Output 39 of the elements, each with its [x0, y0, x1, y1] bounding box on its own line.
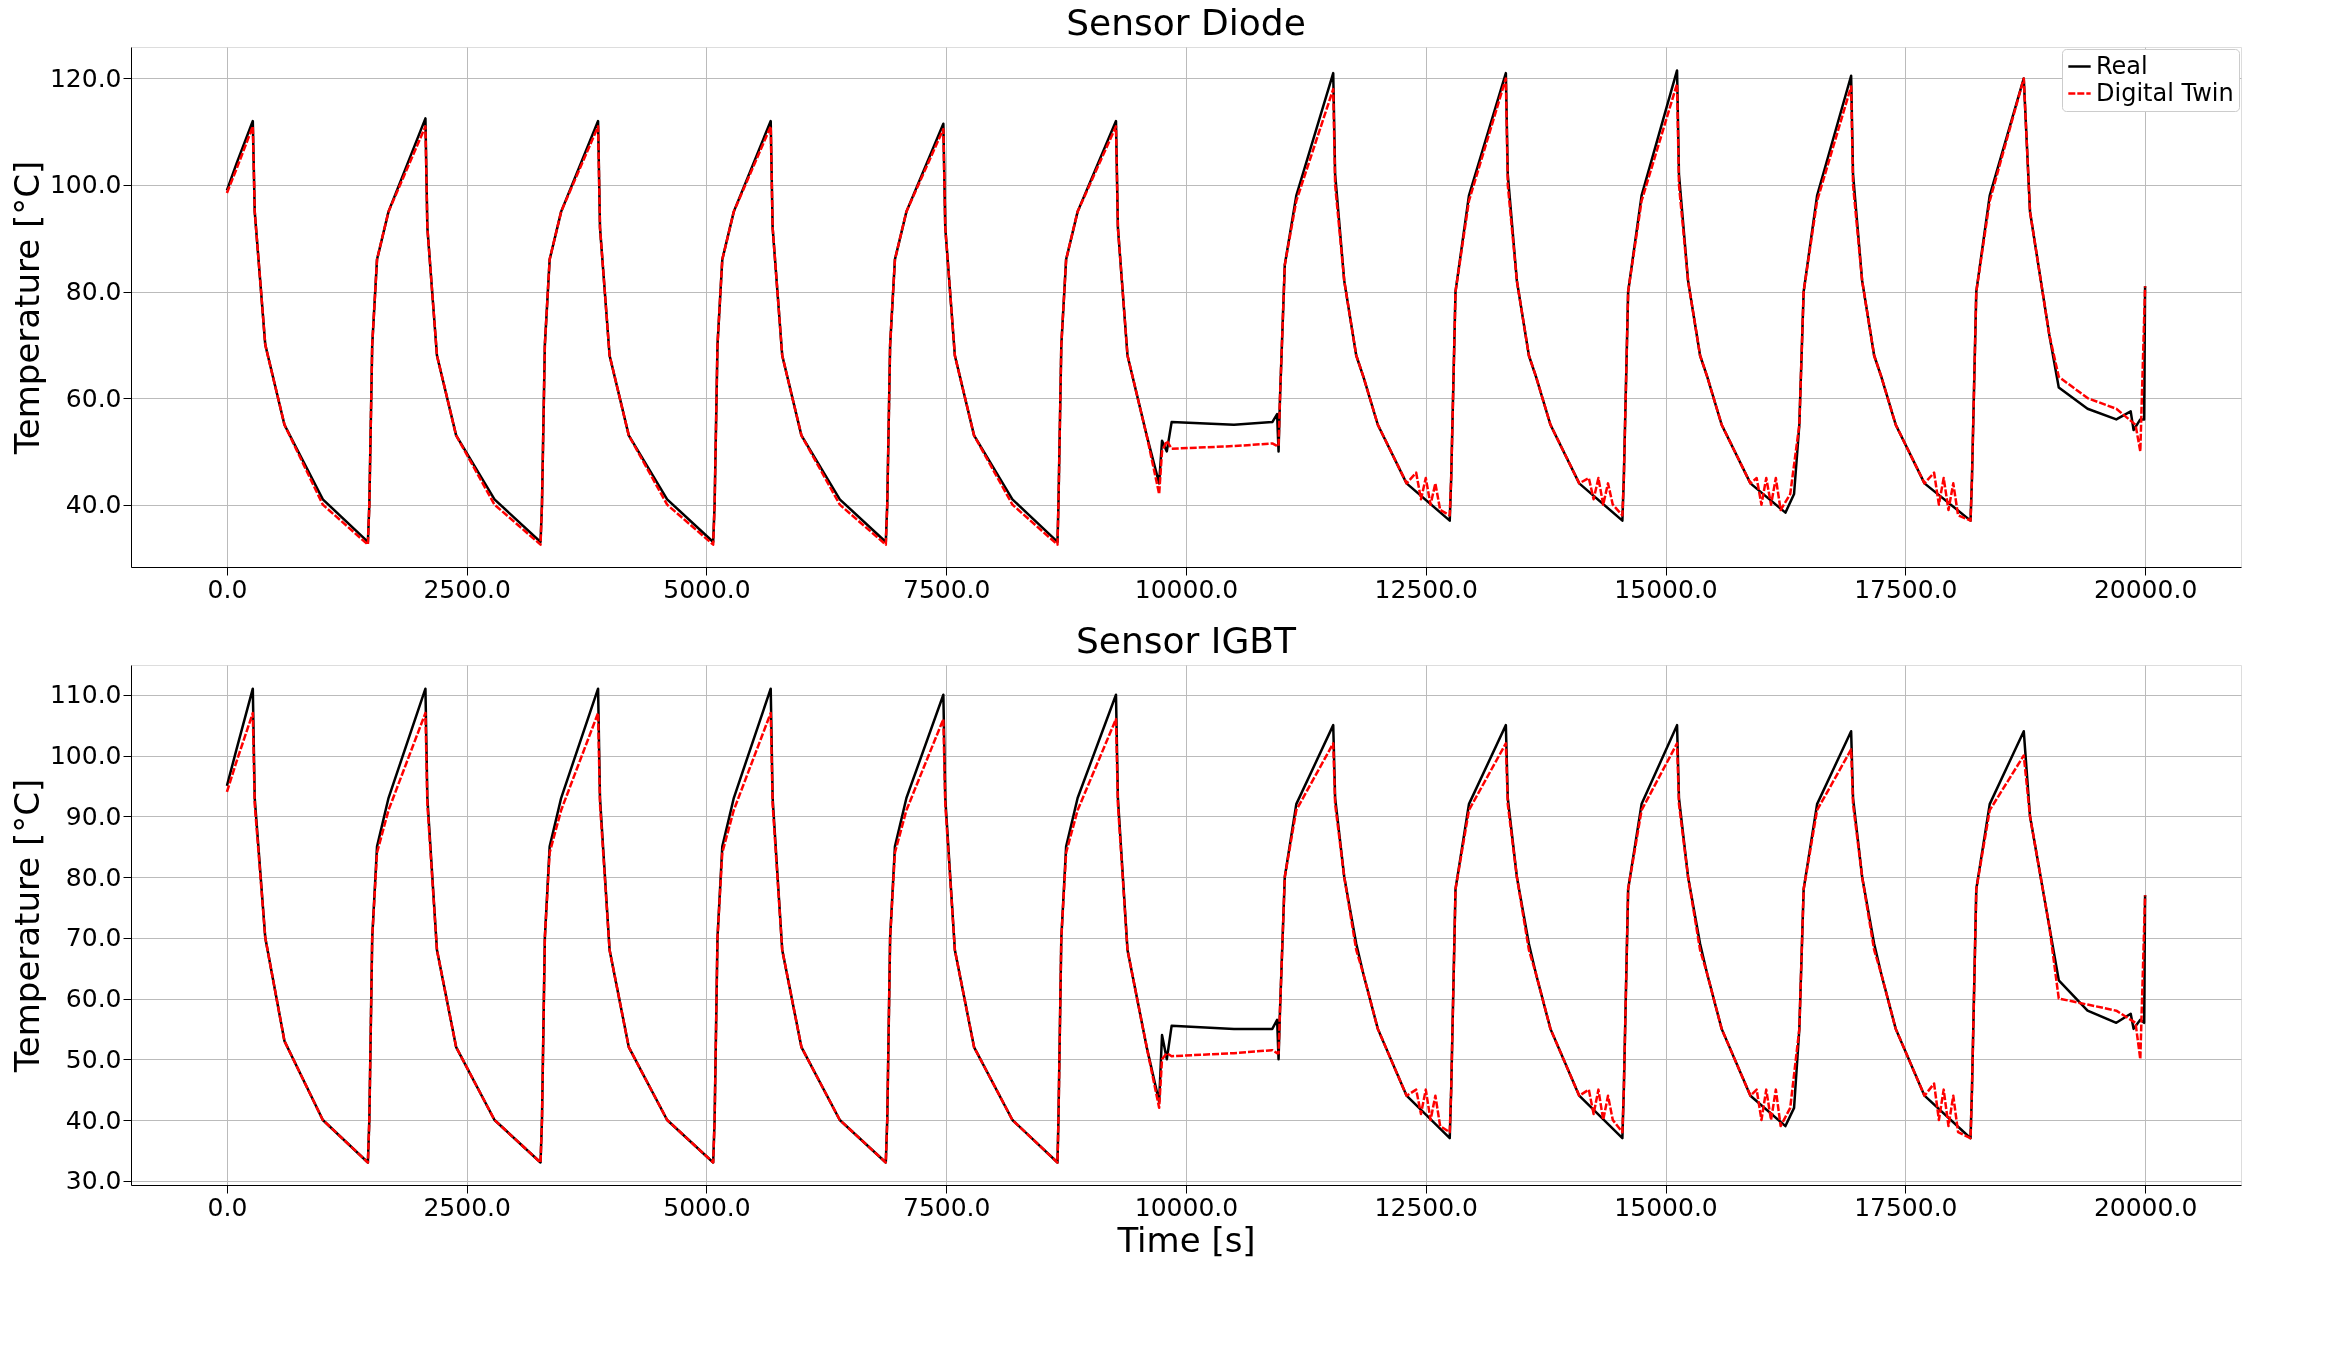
y-tick-label: 50.0 [65, 1044, 122, 1074]
y-tick-label: 60.0 [65, 383, 122, 413]
x-tick-label: 7500.0 [902, 574, 991, 604]
x-tick-label: 2500.0 [423, 574, 511, 604]
y-tick-label: 100.0 [49, 170, 122, 200]
y-tick-label: 40.0 [65, 490, 122, 520]
x-tick-label: 10000.0 [1134, 574, 1239, 604]
y-tick-label: 120.0 [49, 63, 122, 93]
legend-label: Digital Twin [2096, 78, 2234, 107]
chart-title: Sensor Diode [1066, 2, 1306, 43]
x-tick-label: 5000.0 [663, 574, 751, 604]
legend-label: Real [2096, 51, 2148, 80]
x-tick-label: 17500.0 [1854, 574, 1958, 604]
x-tick-label: 7500.0 [902, 1192, 991, 1222]
x-tick-label: 12500.0 [1374, 1192, 1478, 1222]
x-tick-label: 0.0 [207, 574, 248, 604]
y-tick-label: 80.0 [65, 862, 122, 892]
y-tick-label: 70.0 [65, 923, 122, 953]
x-tick-label: 5000.0 [663, 1192, 751, 1222]
x-tick-label: 15000.0 [1614, 574, 1718, 604]
y-tick-label: 110.0 [49, 680, 122, 710]
x-tick-label: 17500.0 [1854, 1192, 1958, 1222]
y-axis-title: Temperature [°C] [6, 160, 47, 456]
y-tick-label: 40.0 [65, 1105, 122, 1135]
y-tick-label: 80.0 [65, 277, 122, 307]
x-tick-label: 0.0 [207, 1192, 248, 1222]
x-tick-label: 20000.0 [2093, 1192, 2198, 1222]
x-axis-title: Time [s] [1116, 1219, 1256, 1260]
y-tick-label: 100.0 [49, 741, 122, 771]
y-tick-label: 30.0 [65, 1166, 122, 1196]
x-tick-label: 12500.0 [1374, 574, 1478, 604]
chart-title: Sensor IGBT [1075, 620, 1298, 661]
x-tick-label: 15000.0 [1614, 1192, 1718, 1222]
y-tick-label: 90.0 [65, 801, 122, 831]
x-tick-label: 20000.0 [2093, 574, 2198, 604]
y-tick-label: 60.0 [65, 984, 122, 1013]
x-tick-label: 10000.0 [1134, 1192, 1239, 1222]
y-axis-title: Temperature [°C] [6, 778, 47, 1074]
x-tick-label: 2500.0 [423, 1192, 511, 1222]
